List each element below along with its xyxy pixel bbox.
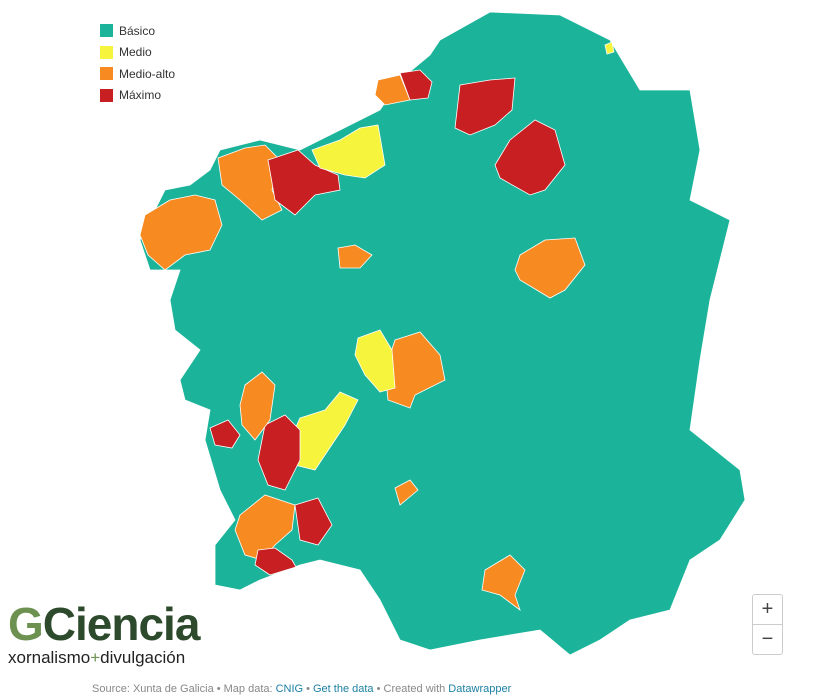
tool-link[interactable]: Datawrapper <box>448 683 512 695</box>
created: • Created with <box>376 683 446 695</box>
tagline-start: xornalismo <box>8 648 91 667</box>
region <box>494 119 566 196</box>
region <box>254 547 297 576</box>
zoom-in[interactable]: + <box>753 595 782 625</box>
region <box>311 124 386 179</box>
tagline-end: divulgación <box>100 648 186 667</box>
legend-item: Medio-alto <box>100 63 175 85</box>
tagline-sep: + <box>90 648 101 667</box>
legend-label: Máximo <box>119 88 162 103</box>
legend-label: Medio-alto <box>119 66 176 81</box>
region <box>374 74 411 106</box>
region <box>267 149 341 216</box>
region <box>454 77 516 136</box>
legend-item: Medio <box>100 42 175 64</box>
legend-label: Medio <box>119 45 152 60</box>
region <box>604 41 615 55</box>
region <box>139 194 223 271</box>
legend-swatch <box>100 67 113 81</box>
logo-word: Ciencia <box>42 598 201 650</box>
map <box>139 11 746 656</box>
zoom-controls: + − <box>752 594 783 655</box>
legend-item: Básico <box>100 20 175 42</box>
legend-swatch <box>100 88 113 102</box>
region <box>399 69 433 101</box>
sep: • <box>306 683 310 695</box>
region <box>257 414 301 491</box>
logo-name: GCiencia <box>8 598 201 650</box>
logo-mark: G <box>8 598 44 650</box>
region <box>337 244 373 269</box>
region <box>239 371 276 441</box>
region <box>481 554 526 612</box>
map-link[interactable]: CNIG <box>275 683 304 695</box>
data-link[interactable]: Get the data <box>313 683 374 695</box>
region <box>209 419 241 449</box>
legend-label: Básico <box>119 23 156 38</box>
legend-swatch <box>100 24 113 38</box>
logo-tagline: xornalismo+divulgación <box>8 648 199 668</box>
region <box>294 497 333 546</box>
legend-item: Máximo <box>100 85 175 107</box>
region <box>354 329 396 393</box>
region <box>394 479 419 506</box>
legend: Básico Medio Medio-alto Máximo <box>100 20 175 106</box>
source: Source: Xunta de Galicia • Map data: <box>92 683 273 695</box>
logo: GCiencia xornalismo+divulgación <box>8 598 201 668</box>
region <box>139 11 746 656</box>
region <box>514 237 586 299</box>
region <box>234 494 296 561</box>
footer: Source: Xunta de Galicia • Map data: CNIG… <box>92 683 511 695</box>
zoom-out[interactable]: − <box>761 628 774 650</box>
legend-swatch <box>100 45 113 59</box>
